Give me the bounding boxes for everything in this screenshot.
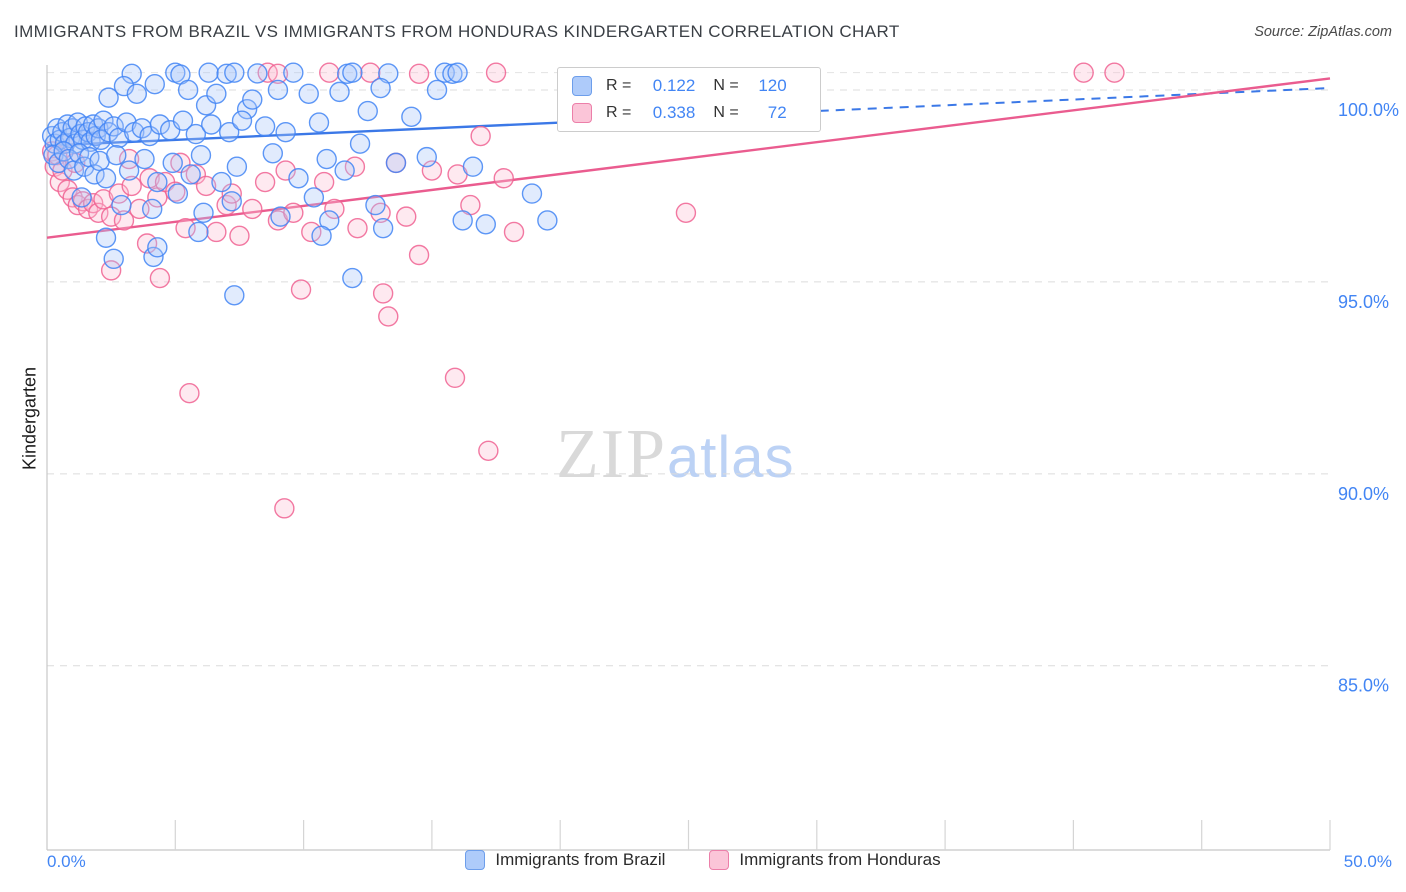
- n-label: N =: [713, 77, 739, 94]
- legend-row-honduras: R = 0.338 N = 72: [572, 103, 806, 123]
- n-label: N =: [713, 104, 739, 121]
- n-value-honduras: 72: [767, 103, 787, 122]
- svg-text:100.0%: 100.0%: [1338, 100, 1399, 120]
- svg-text:85.0%: 85.0%: [1338, 676, 1389, 696]
- watermark-zip: ZIP: [556, 416, 667, 493]
- svg-text:95.0%: 95.0%: [1338, 292, 1389, 312]
- series-legend: Immigrants from Brazil Immigrants from H…: [0, 850, 1406, 870]
- brazil-legend-swatch: [465, 850, 486, 870]
- legend-item-brazil: Immigrants from Brazil: [465, 850, 665, 870]
- source-attribution: Source: ZipAtlas.com: [1254, 24, 1392, 40]
- watermark-atlas: atlas: [667, 425, 795, 490]
- brazil-swatch: [572, 76, 592, 96]
- honduras-legend-label: Immigrants from Honduras: [739, 850, 941, 869]
- honduras-swatch: [572, 103, 592, 123]
- page-title: IMMIGRANTS FROM BRAZIL VS IMMIGRANTS FRO…: [14, 22, 900, 41]
- bottom-axis-bar: 0.0% Immigrants from Brazil Immigrants f…: [0, 848, 1406, 884]
- legend-row-brazil: R = 0.122 N = 120: [572, 76, 806, 96]
- correlation-legend-box: R = 0.122 N = 120 R = 0.338 N = 72: [557, 67, 821, 132]
- brazil-legend-label: Immigrants from Brazil: [495, 850, 666, 869]
- r-label: R =: [606, 77, 632, 94]
- r-label: R =: [606, 104, 632, 121]
- honduras-legend-swatch: [709, 850, 730, 870]
- zipatlas-watermark: ZIPatlas: [556, 415, 795, 495]
- r-value-honduras: 0.338: [652, 103, 696, 122]
- r-value-brazil: 0.122: [652, 76, 696, 95]
- x-axis-max-label: 50.0%: [1343, 852, 1392, 871]
- n-value-brazil: 120: [758, 76, 787, 95]
- legend-item-honduras: Immigrants from Honduras: [709, 850, 941, 870]
- x-axis-min-label: 0.0%: [47, 852, 86, 871]
- svg-text:90.0%: 90.0%: [1338, 484, 1389, 504]
